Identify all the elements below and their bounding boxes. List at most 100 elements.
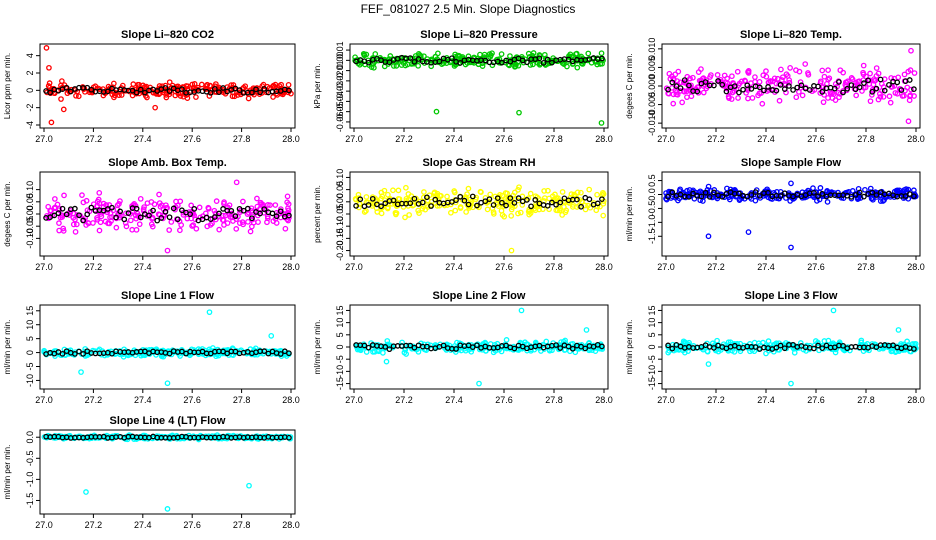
data-point-highlight xyxy=(811,345,817,352)
outlier-point xyxy=(516,184,522,191)
x-tick-label: 27.6 xyxy=(495,262,513,272)
data-point xyxy=(117,198,123,204)
data-point xyxy=(578,198,585,205)
data-point xyxy=(817,185,824,191)
data-point-highlight xyxy=(166,350,173,357)
data-point xyxy=(270,218,277,224)
data-point-highlight xyxy=(748,192,755,198)
data-point-highlight xyxy=(63,211,70,218)
data-point xyxy=(248,223,255,230)
y-tick-label: 0.000 xyxy=(647,75,657,98)
data-point xyxy=(818,78,824,85)
data-point-highlight xyxy=(844,85,851,92)
data-point xyxy=(774,75,781,82)
y-tick-label: -2 xyxy=(25,104,35,112)
data-point-highlight xyxy=(137,214,144,221)
data-point-highlight xyxy=(515,195,522,201)
x-tick-label: 28.0 xyxy=(595,395,613,405)
data-point xyxy=(109,91,116,98)
data-point xyxy=(552,196,559,203)
data-point xyxy=(52,196,58,202)
data-point xyxy=(868,195,875,202)
data-point-highlight xyxy=(756,193,763,199)
data-point xyxy=(869,92,875,98)
data-point xyxy=(519,202,526,208)
data-point xyxy=(371,64,377,71)
outlier-point xyxy=(152,104,158,111)
data-point-highlight xyxy=(503,202,509,209)
data-point xyxy=(166,91,173,98)
data-point xyxy=(819,67,826,74)
panel-pressure: Slope Li–820 Pressure 27.0 27.2 27.4 27.6 27.… xyxy=(313,29,613,144)
data-point xyxy=(155,211,162,218)
y-tick-label: 5 xyxy=(25,336,35,341)
data-point-highlight xyxy=(873,192,880,198)
data-point xyxy=(600,191,607,198)
data-point xyxy=(586,186,593,193)
outlier-point xyxy=(788,244,794,251)
data-point xyxy=(867,98,874,105)
data-point xyxy=(780,74,786,81)
data-point-highlight xyxy=(411,344,418,351)
data-point-highlight xyxy=(461,197,468,204)
data-point xyxy=(729,73,735,80)
y-tick-label: 0.00 xyxy=(335,52,345,70)
data-point-highlight xyxy=(765,84,771,90)
data-point xyxy=(198,81,205,88)
y-tick-label: -0.02 xyxy=(335,71,345,92)
data-point xyxy=(905,68,912,75)
data-point-highlight xyxy=(166,88,173,94)
data-point-highlight xyxy=(457,193,464,200)
data-point xyxy=(530,61,536,68)
data-point xyxy=(697,188,704,195)
data-point xyxy=(118,92,125,98)
data-point-highlight xyxy=(686,82,692,89)
outlier-point xyxy=(83,489,89,495)
data-point-highlight xyxy=(740,86,746,93)
y-tick-label: -0.10 xyxy=(25,228,35,249)
data-point xyxy=(574,64,581,71)
plot-frame xyxy=(39,304,296,390)
data-point xyxy=(70,214,77,221)
data-point xyxy=(793,67,799,73)
outlier-point xyxy=(705,233,712,240)
data-point-highlight xyxy=(823,342,830,349)
data-point-highlight xyxy=(59,205,66,212)
data-point xyxy=(670,100,677,107)
data-point xyxy=(80,199,87,206)
data-point-highlight xyxy=(386,59,393,66)
panel-title: Slope Li–820 CO2 xyxy=(121,29,214,41)
y-tick-label: 0.0 xyxy=(647,188,657,201)
y-tick-label: 10 xyxy=(25,320,35,330)
data-point xyxy=(60,228,67,234)
data-point xyxy=(749,95,756,101)
y-axis-label: degees C per min. xyxy=(3,181,12,246)
data-point xyxy=(880,93,887,100)
data-point xyxy=(390,187,396,194)
data-point-highlight xyxy=(269,210,276,217)
data-point-highlight xyxy=(798,82,805,89)
outlier-point xyxy=(745,229,752,235)
data-point-highlight xyxy=(890,342,896,349)
data-point xyxy=(843,346,849,353)
x-tick-label: 27.6 xyxy=(183,262,201,272)
data-point-highlight xyxy=(723,88,730,95)
data-point xyxy=(786,77,793,83)
data-point xyxy=(759,100,766,107)
data-point xyxy=(912,192,918,198)
data-point xyxy=(137,195,144,202)
data-point-highlight xyxy=(486,196,493,203)
data-point-highlight xyxy=(211,214,218,220)
scatter-points xyxy=(352,50,606,126)
data-point xyxy=(207,222,214,228)
data-point xyxy=(381,187,388,194)
data-point-highlight xyxy=(449,55,455,62)
data-point xyxy=(428,63,435,70)
data-point xyxy=(190,222,197,228)
x-tick-label: 27.8 xyxy=(233,395,251,405)
outlier-point xyxy=(908,47,914,54)
data-point xyxy=(477,51,483,58)
x-tick-label: 27.4 xyxy=(134,134,152,144)
data-point xyxy=(486,198,492,205)
data-point xyxy=(90,220,96,226)
